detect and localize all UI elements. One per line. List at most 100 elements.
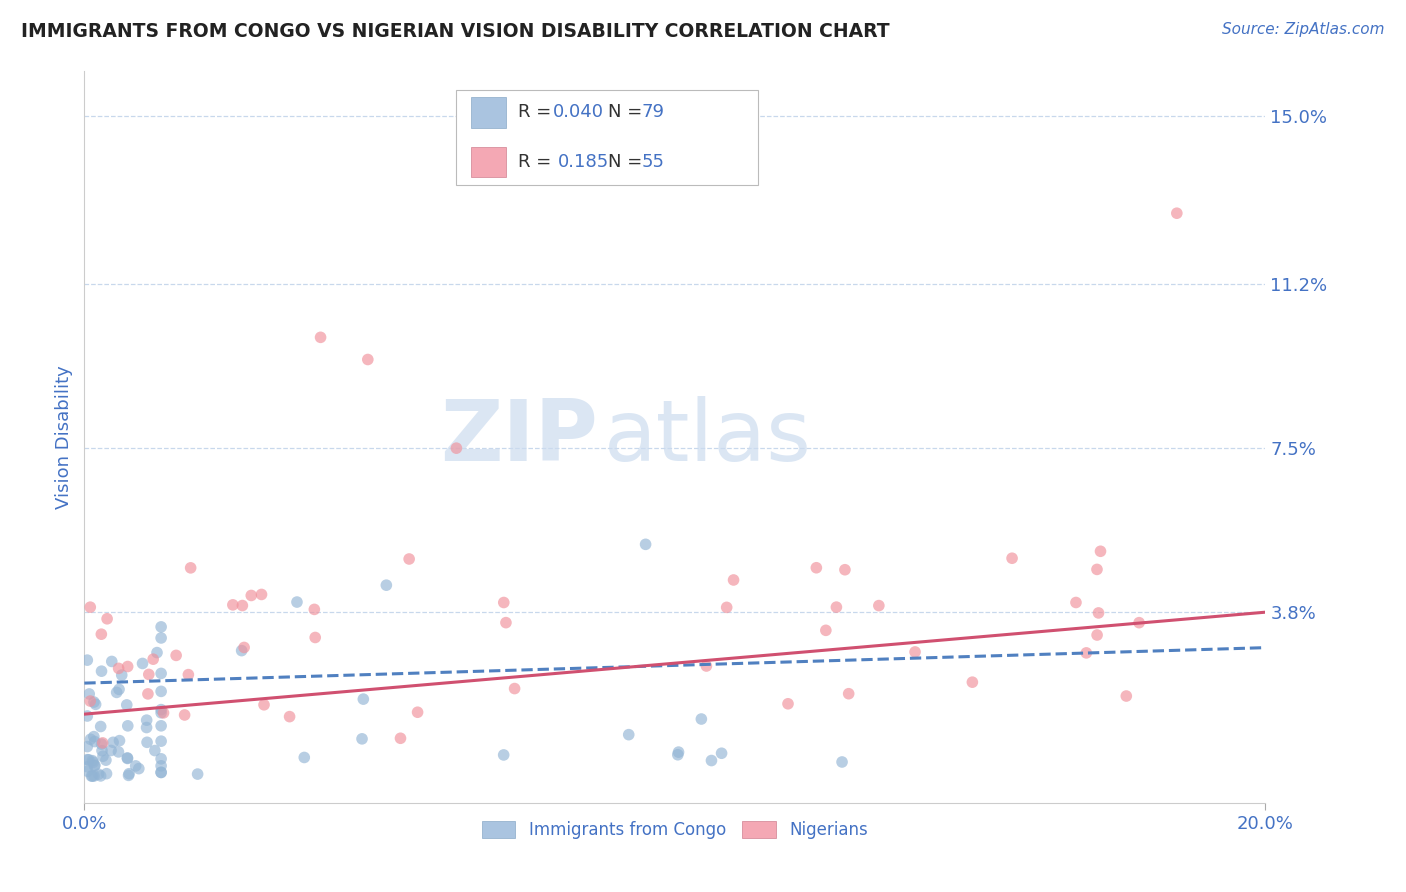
Legend: Immigrants from Congo, Nigerians: Immigrants from Congo, Nigerians xyxy=(475,814,875,846)
Point xyxy=(79,600,101,615)
Point xyxy=(83,730,105,744)
Point xyxy=(634,537,657,551)
Point xyxy=(446,441,468,455)
Point xyxy=(150,759,173,773)
Point xyxy=(87,767,110,781)
Text: 79: 79 xyxy=(641,103,665,121)
Text: 0.185: 0.185 xyxy=(558,153,609,171)
Point xyxy=(723,573,745,587)
Point xyxy=(253,698,276,712)
Text: Source: ZipAtlas.com: Source: ZipAtlas.com xyxy=(1222,22,1385,37)
Point xyxy=(1085,628,1108,642)
Point xyxy=(150,765,173,780)
Point xyxy=(90,719,112,733)
Point xyxy=(135,713,157,727)
Point xyxy=(136,735,159,749)
Text: IMMIGRANTS FROM CONGO VS NIGERIAN VISION DISABILITY CORRELATION CHART: IMMIGRANTS FROM CONGO VS NIGERIAN VISION… xyxy=(21,22,890,41)
Point xyxy=(136,687,159,701)
Point xyxy=(1090,544,1112,558)
Point xyxy=(668,745,690,759)
Point xyxy=(96,612,118,626)
Text: R =: R = xyxy=(517,153,562,171)
Point xyxy=(716,600,738,615)
Point xyxy=(222,598,245,612)
Point xyxy=(357,352,380,367)
Point xyxy=(240,589,263,603)
Point xyxy=(150,765,173,780)
Point xyxy=(150,631,173,645)
Point xyxy=(1001,551,1024,566)
Point xyxy=(495,615,517,630)
Y-axis label: Vision Disability: Vision Disability xyxy=(55,365,73,509)
Point xyxy=(91,736,114,750)
Point xyxy=(375,578,398,592)
Point xyxy=(101,735,124,749)
Point xyxy=(150,684,173,698)
Point xyxy=(117,768,139,782)
Point xyxy=(187,767,209,781)
Point xyxy=(776,697,799,711)
Point xyxy=(1128,615,1150,630)
Point xyxy=(124,759,146,773)
Point xyxy=(83,695,105,709)
Text: 55: 55 xyxy=(641,153,665,171)
Point xyxy=(100,655,122,669)
Point xyxy=(118,766,141,780)
Point xyxy=(77,687,100,701)
Point xyxy=(108,733,131,747)
Point xyxy=(76,739,98,754)
Point xyxy=(76,653,98,667)
Point xyxy=(868,599,890,613)
Point xyxy=(84,698,107,712)
Point xyxy=(814,624,837,638)
Point xyxy=(83,759,105,773)
Point xyxy=(398,552,420,566)
Point xyxy=(128,762,150,776)
Point xyxy=(146,646,169,660)
Point xyxy=(285,595,308,609)
Point xyxy=(90,737,112,751)
Text: N =: N = xyxy=(607,103,648,121)
Point xyxy=(150,703,173,717)
Point xyxy=(1085,562,1108,576)
Point xyxy=(825,600,848,615)
Point xyxy=(76,764,98,779)
Point xyxy=(90,769,112,783)
Point xyxy=(831,755,853,769)
Point xyxy=(150,620,173,634)
Point xyxy=(309,330,332,344)
Point xyxy=(131,657,153,671)
Point xyxy=(690,712,713,726)
Point xyxy=(962,675,984,690)
Point xyxy=(143,743,166,757)
Point xyxy=(91,749,114,764)
Point xyxy=(117,719,139,733)
Point xyxy=(250,587,273,601)
Point xyxy=(79,732,101,747)
Point xyxy=(107,661,129,675)
Text: 0.040: 0.040 xyxy=(553,103,605,121)
Bar xyxy=(471,146,506,178)
Point xyxy=(806,560,828,574)
Point xyxy=(152,706,174,720)
Point xyxy=(91,744,114,758)
Point xyxy=(695,659,717,673)
Point xyxy=(77,753,100,767)
Text: ZIP: ZIP xyxy=(440,395,598,479)
Point xyxy=(76,753,98,767)
Point xyxy=(406,705,429,719)
Point xyxy=(838,687,860,701)
Point xyxy=(165,648,187,663)
Point xyxy=(90,664,112,678)
Point xyxy=(389,731,412,746)
Point xyxy=(150,666,173,681)
Point xyxy=(117,751,139,765)
Point xyxy=(100,743,122,757)
Point xyxy=(304,602,326,616)
FancyBboxPatch shape xyxy=(457,90,758,185)
Point xyxy=(94,753,117,767)
Point xyxy=(96,766,118,780)
Point xyxy=(117,659,139,673)
Point xyxy=(79,694,101,708)
Point xyxy=(492,747,515,762)
